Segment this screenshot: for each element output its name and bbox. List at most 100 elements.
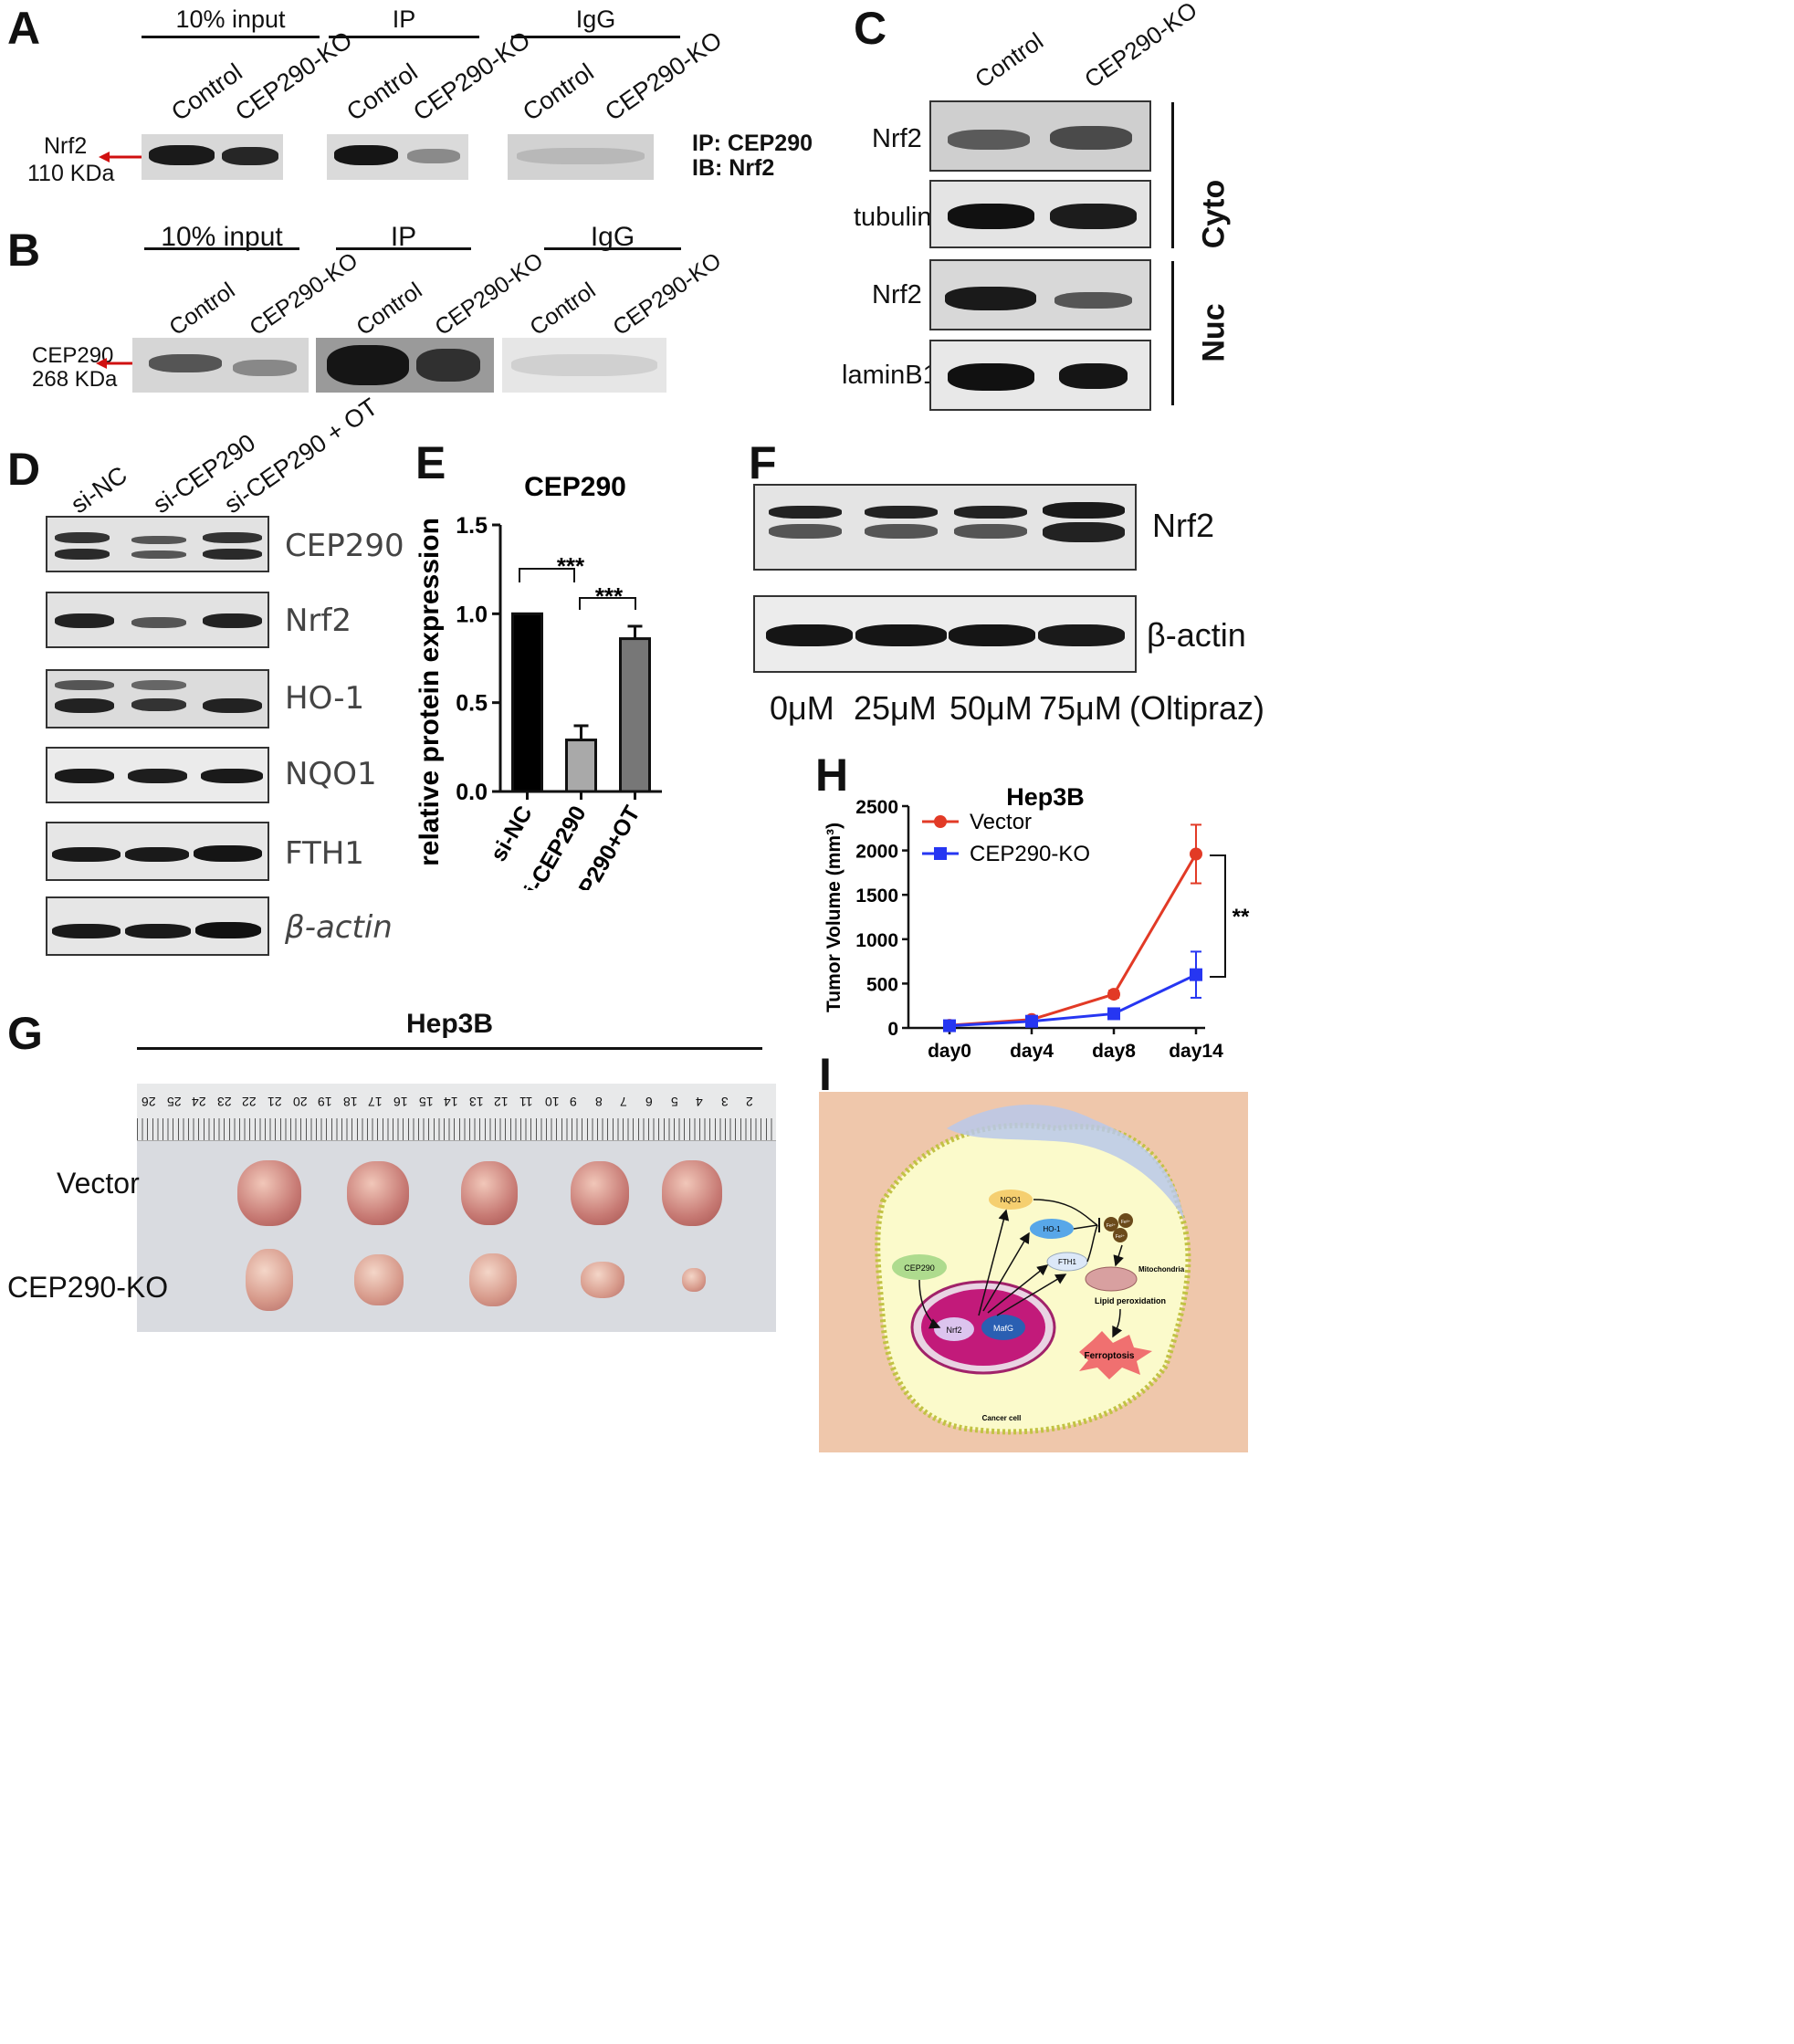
arrow	[918, 1279, 941, 1329]
data-point	[1107, 988, 1120, 1001]
panel-g-letter: G	[7, 1008, 43, 1059]
panel-g-group-label: CEP290-KO	[7, 1271, 169, 1304]
panel-e-bar-chart: CEP290 relative protein expression 0.0 0.…	[414, 472, 662, 890]
significance-label: **	[1233, 905, 1250, 929]
ho1-label: HO-1	[1043, 1225, 1061, 1233]
cancer-cell-label: Cancer cell	[982, 1414, 1022, 1422]
panel-c-lane-label: CEP290-KO	[1079, 0, 1202, 94]
panel-b-line-igg	[544, 247, 681, 250]
iron-ion	[1104, 1217, 1118, 1232]
panel-d-row-label: CEP290	[285, 528, 404, 564]
panel-b-line-input	[144, 247, 299, 250]
tumor-vector	[461, 1161, 518, 1225]
lipid-label: Lipid peroxidation	[1095, 1296, 1166, 1305]
panel-d-row-label: β-actin	[285, 909, 393, 946]
panel-c-blot-nrf2-nuc	[929, 259, 1151, 330]
x-tick-label: day0	[928, 1041, 971, 1062]
nrf2-label: Nrf2	[946, 1326, 961, 1335]
panel-b-blot-ip	[316, 338, 494, 393]
ferroptosis-burst	[1079, 1331, 1152, 1379]
arrow	[1113, 1244, 1124, 1267]
panel-b-group-input: 10% input	[161, 222, 283, 252]
bar	[511, 612, 543, 793]
panel-f-dose-label: 75μM	[1039, 689, 1122, 727]
panel-d-row-label: HO-1	[285, 680, 365, 717]
ruler-number: 19	[318, 1095, 332, 1109]
tumor-ko	[682, 1268, 706, 1292]
nqo1-shape	[989, 1190, 1033, 1210]
legend-marker	[934, 815, 947, 828]
panel-a-lane-label: Control	[166, 58, 247, 127]
panel-c-lane-label: Control	[970, 26, 1049, 94]
ruler-number: 8	[594, 1095, 603, 1109]
significance-bracket	[519, 568, 575, 582]
y-tick-label: 1500	[855, 886, 898, 907]
panel-a-blot-ip	[327, 134, 468, 180]
panel-b-lane-label: CEP290-KO	[245, 247, 363, 341]
tumor-vector	[237, 1160, 301, 1226]
tumor-ko	[469, 1253, 517, 1306]
panel-a-lane-label: Control	[341, 58, 423, 127]
iron-label: Fe³⁺	[1121, 1220, 1131, 1225]
ruler-number: 10	[544, 1095, 560, 1109]
panel-b-line-ip	[336, 247, 471, 250]
panel-f-dose-label: 50μM	[949, 689, 1033, 727]
ruler-number: 7	[620, 1095, 628, 1109]
panel-a-letter: A	[7, 3, 41, 54]
panel-a-marker-name: Nrf2	[44, 133, 88, 159]
panel-a-blot-input	[142, 134, 283, 180]
panel-d-blot-cep290	[46, 516, 269, 572]
data-point	[1190, 847, 1202, 861]
inhibition-line	[1033, 1199, 1098, 1226]
panel-f-dose-label: 0μM	[770, 689, 834, 727]
y-axis-label: relative protein expression	[414, 518, 445, 866]
arrow	[1112, 1308, 1123, 1338]
panel-b-group-ip: IP	[390, 222, 417, 252]
panel-c-row-label: laminB1	[842, 361, 938, 390]
tumor-ko	[354, 1254, 404, 1305]
panel-h-line-chart: Hep3B Tumor Volume (mm³) 0 500 1000 1500 200…	[824, 783, 1250, 1062]
significance-label: ***	[557, 552, 585, 580]
bar	[565, 739, 597, 793]
ruler-number: 18	[342, 1095, 358, 1109]
data-point	[943, 1019, 956, 1032]
panel-f-row-label: β-actin	[1147, 616, 1246, 654]
panel-a-blot-igg	[508, 134, 654, 180]
tumor-vector	[571, 1161, 629, 1225]
series-line	[949, 853, 1198, 1027]
y-tick-label: 0	[887, 1019, 898, 1040]
panel-b-lane-label: Control	[351, 278, 427, 341]
ruler-number: 22	[242, 1095, 257, 1109]
panel-c-row-label: tubulin	[854, 203, 932, 232]
panel-c-row-label: Nrf2	[872, 280, 922, 309]
panel-a-group-input: 10% input	[175, 5, 286, 33]
arrow	[982, 1232, 1030, 1312]
panel-a-ib-label: IB: Nrf2	[692, 155, 775, 181]
ruler-number: 12	[494, 1095, 509, 1109]
panel-c-blot-laminb1	[929, 340, 1151, 411]
ferroptosis-label: Ferroptosis	[1084, 1351, 1134, 1361]
ruler: 26 25 24 23 22 21 20 19 18 17 16 15 14 13 12 11 10 9 8 7 6 5 4…	[137, 1084, 776, 1141]
panel-d-blot-nqo1	[46, 747, 269, 803]
panel-d-row-label: FTH1	[285, 835, 364, 872]
ruler-number: 14	[444, 1095, 458, 1109]
y-tick-label: 1000	[855, 930, 898, 951]
legend-label: CEP290-KO	[970, 842, 1090, 866]
significance-bracket	[579, 597, 636, 610]
panel-b-red-arrow	[96, 358, 137, 369]
panel-a-lane-label: CEP290-KO	[408, 26, 536, 127]
panel-b-lane-label: Control	[164, 278, 240, 341]
iron-label: Fe²⁺	[1107, 1223, 1117, 1229]
panel-d-blot-fth1	[46, 822, 269, 881]
panel-a-marker-size: 110 KDa	[27, 161, 115, 186]
nqo1-label: NQO1	[1001, 1196, 1022, 1204]
ruler-ticks	[137, 1118, 776, 1140]
bar	[619, 637, 651, 793]
panel-h-letter: H	[815, 749, 849, 801]
y-tick-label: 500	[866, 974, 898, 995]
panel-d-blot-actin	[46, 896, 269, 956]
ruler-numbers: 26 25 24 23 22 21 20 19 18 17 16 15 14 13 12 11 10 9 8 7 6 5 4…	[137, 1095, 776, 1113]
panel-c-blot-tubulin	[929, 180, 1151, 248]
data-point	[1107, 1007, 1120, 1021]
